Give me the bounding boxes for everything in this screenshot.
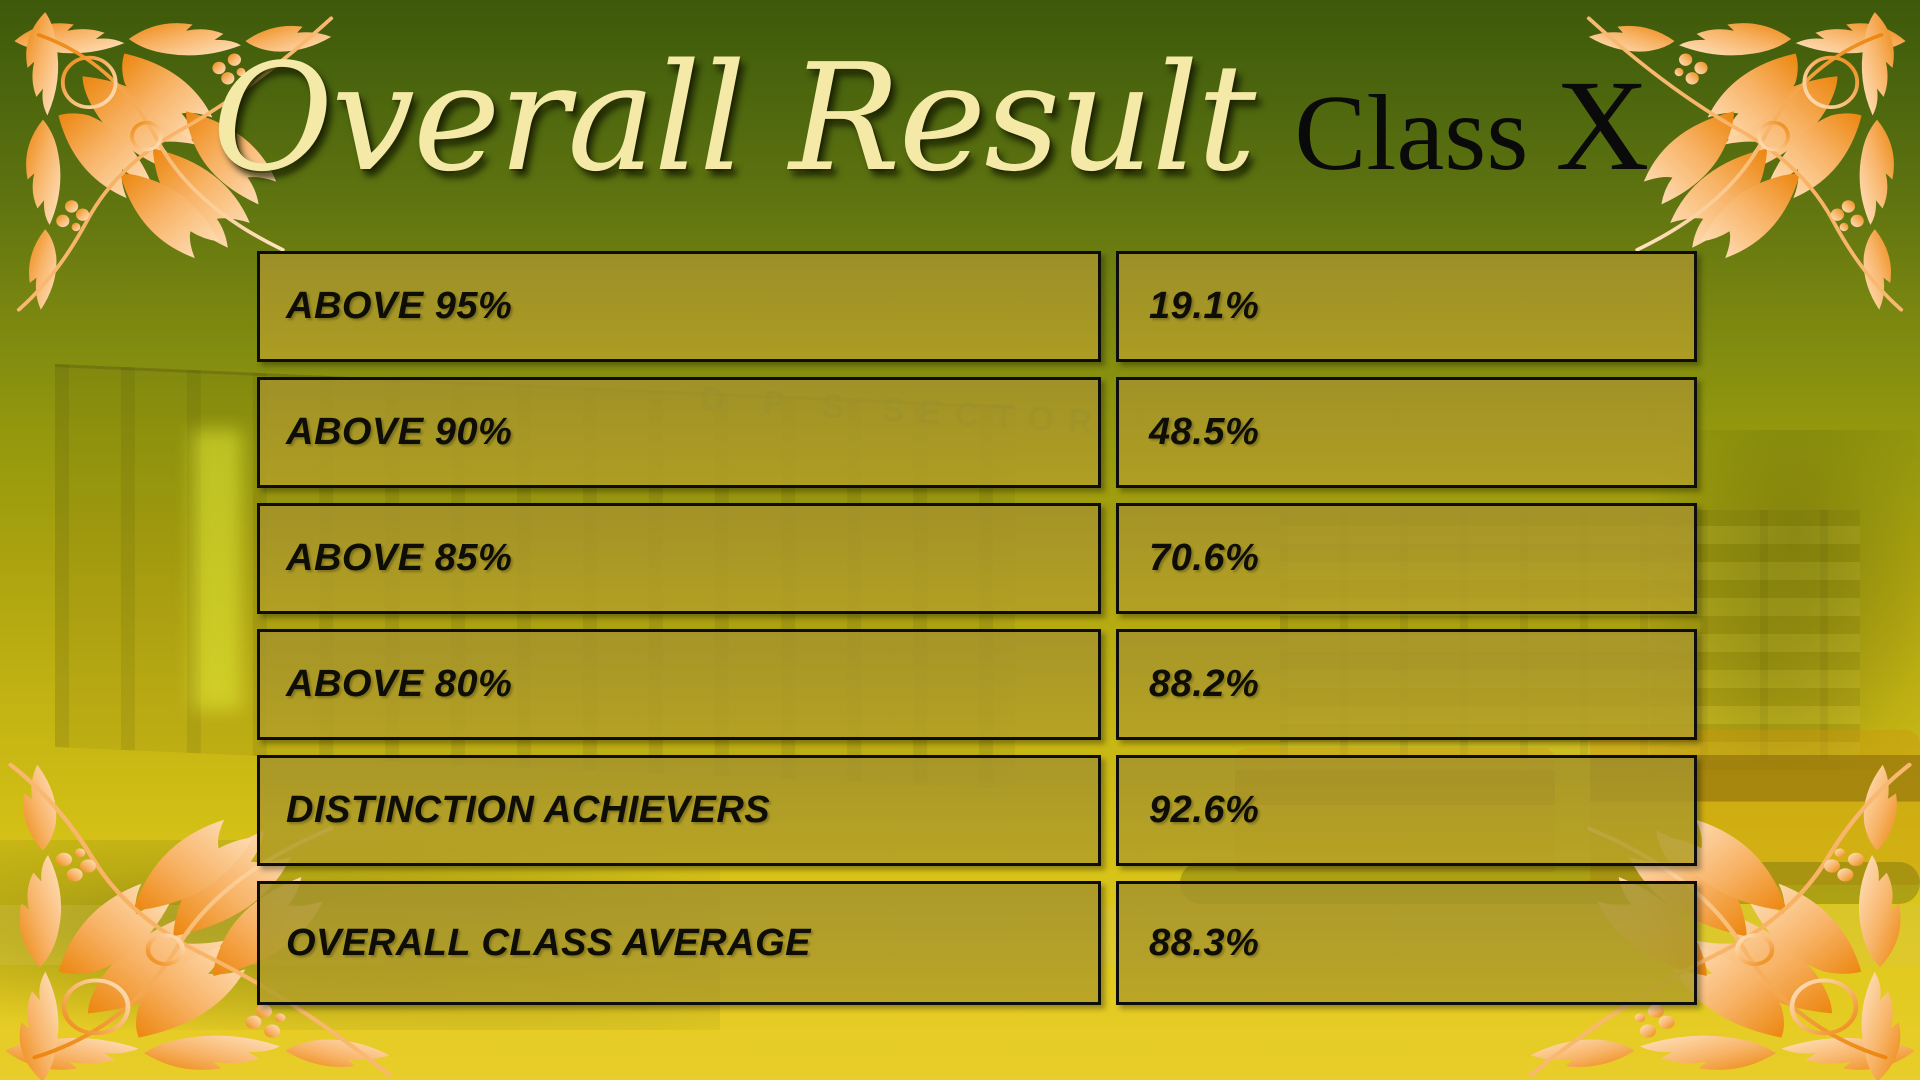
row-value: 88.2% [1149,663,1260,705]
label-cell: OVERALL CLASS AVERAGE [257,881,1101,1005]
row-value: 19.1% [1149,285,1260,327]
photo-light-streak [192,430,242,710]
row-label: DISTINCTION ACHIEVERS [286,789,771,831]
table-row: DISTINCTION ACHIEVERS 92.6% [257,755,1697,866]
table-row: ABOVE 80% 88.2% [257,629,1697,740]
row-value: 92.6% [1149,789,1260,831]
label-cell: ABOVE 90% [257,377,1101,488]
row-label: ABOVE 95% [286,285,513,327]
row-label: ABOVE 90% [286,411,513,453]
label-cell: ABOVE 85% [257,503,1101,614]
table-row: ABOVE 85% 70.6% [257,503,1697,614]
value-cell: 19.1% [1116,251,1697,362]
label-cell: ABOVE 95% [257,251,1101,362]
row-value: 88.3% [1149,921,1260,964]
slide-title-class: Class X [1294,61,1649,191]
row-label: OVERALL CLASS AVERAGE [286,921,811,964]
row-value: 48.5% [1149,411,1260,453]
label-cell: DISTINCTION ACHIEVERS [257,755,1101,866]
value-cell: 70.6% [1116,503,1697,614]
row-label: ABOVE 80% [286,663,513,705]
row-value: 70.6% [1149,537,1260,579]
results-table: ABOVE 95% 19.1% ABOVE 90% 48.5% ABOVE 85… [257,251,1697,1005]
value-cell: 92.6% [1116,755,1697,866]
table-row: OVERALL CLASS AVERAGE 88.3% [257,881,1697,1005]
class-word: Class [1294,74,1529,193]
row-label: ABOVE 85% [286,537,513,579]
page-title: Overall Result Class X [212,44,1649,192]
value-cell: 88.2% [1116,629,1697,740]
table-row: ABOVE 90% 48.5% [257,377,1697,488]
value-cell: 88.3% [1116,881,1697,1005]
slide-title-script: Overall Result [212,32,1256,204]
table-row: ABOVE 95% 19.1% [257,251,1697,362]
class-roman-numeral: X [1555,54,1650,198]
label-cell: ABOVE 80% [257,629,1101,740]
value-cell: 48.5% [1116,377,1697,488]
